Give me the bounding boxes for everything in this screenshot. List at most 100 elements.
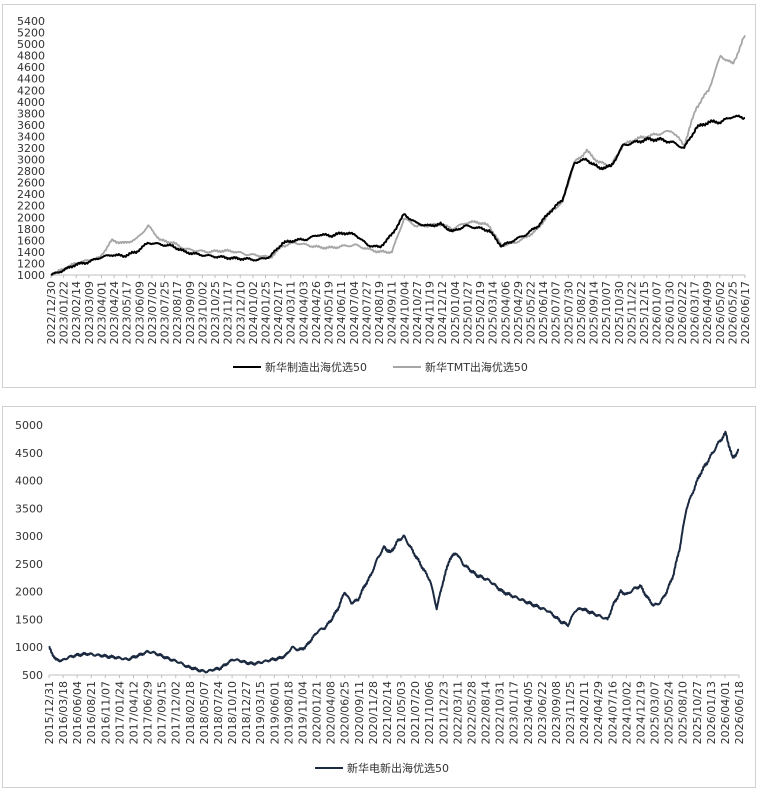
x-tick-label: 2023/02/14 [70, 281, 83, 344]
chart-panel-top: 1000 1200 1400 1600 1800 2000 2200 2400 2600 2800… [2, 4, 756, 388]
x-tick-label: 2025/04/29 [512, 281, 525, 344]
x-tick-label: 2020/04/08 [325, 681, 338, 744]
x-tick-label: 2024/05/19 [323, 281, 336, 344]
x-tick-label: 2017/01/24 [113, 681, 126, 744]
y-tick-label: 1600 [17, 234, 45, 247]
x-tick-label: 2024/08/19 [373, 281, 386, 344]
x-tick-label: 2016/11/07 [99, 681, 112, 744]
x-tick-label: 2025/04/06 [499, 281, 512, 344]
x-tick-label: 2026/05/02 [714, 281, 727, 344]
x-tick-label: 2023/03/09 [83, 281, 96, 344]
x-tick-label: 2024/12/19 [634, 681, 647, 744]
x-tick-label: 2018/12/27 [240, 681, 253, 744]
chart-top-svg: 1000120014001600180020002200240026002800… [17, 15, 752, 374]
x-tick-label: 2024/09/11 [386, 281, 399, 344]
y-tick-label: 5200 [17, 27, 45, 40]
x-tick-label: 2024/12/12 [436, 281, 449, 344]
x-tick-label: 2023/04/05 [522, 681, 535, 744]
x-tick-label: 2019/03/15 [254, 681, 267, 744]
x-tick-label: 2026/03/17 [689, 281, 702, 344]
y-tick-label: 1000 [17, 269, 45, 282]
x-tick-label: 2018/07/24 [212, 681, 225, 744]
x-tick-label: 2025/10/30 [613, 281, 626, 344]
x-tick-label: 2024/07/04 [348, 281, 361, 344]
x-tick-label: 2023/09/08 [550, 681, 563, 744]
x-tick-label: 2024/07/16 [606, 681, 619, 744]
x-tick-label: 2025/02/19 [474, 281, 487, 344]
x-tick-label: 2016/06/04 [71, 681, 84, 744]
x-tick-label: 2022/08/14 [480, 681, 493, 744]
y-tick-label: 4000 [17, 96, 45, 109]
x-tick-label: 2016/08/21 [85, 681, 98, 744]
x-tick-label: 2024/04/03 [297, 281, 310, 344]
y-tick-label: 500 [22, 669, 43, 682]
x-tick-label: 2017/06/29 [142, 681, 155, 744]
y-tick-label: 4800 [17, 50, 45, 63]
x-tick-label: 2023/09/09 [184, 281, 197, 344]
y-tick-label: 4500 [15, 447, 43, 460]
x-tick-label: 2021/07/20 [409, 681, 422, 744]
x-tick-label: 2024/10/27 [411, 281, 424, 344]
x-tick-label: 2025/07/30 [562, 281, 575, 344]
x-tick-label: 2023/04/01 [95, 281, 108, 344]
x-tick-label: 2020/06/25 [339, 681, 352, 744]
x-tick-label: 2022/10/31 [494, 681, 507, 744]
x-tick-label: 2025/10/27 [691, 681, 704, 744]
x-tick-label: 2025/03/14 [487, 281, 500, 344]
x-tick-label: 2025/06/14 [537, 281, 550, 344]
y-tick-label: 1400 [17, 246, 45, 259]
x-tick-label: 2024/10/04 [398, 281, 411, 344]
y-tick-label: 2000 [17, 211, 45, 224]
y-tick-label: 2000 [15, 586, 43, 599]
x-tick-label: 2026/04/01 [719, 681, 732, 744]
x-tick-label: 2021/10/06 [423, 681, 436, 744]
x-tick-label: 2023/06/22 [536, 681, 549, 744]
x-tick-label: 2023/05/17 [121, 281, 134, 344]
y-tick-label: 3000 [17, 154, 45, 167]
x-tick-label: 2026/06/17 [739, 281, 752, 344]
x-tick-label: 2023/11/17 [222, 281, 235, 344]
x-tick-label: 2019/08/18 [282, 681, 295, 744]
x-tick-label: 2022/12/30 [45, 281, 58, 344]
y-tick-label: 2500 [15, 558, 43, 571]
x-tick-label: 2025/01/04 [449, 281, 462, 344]
x-tick-label: 2023/04/24 [108, 281, 121, 344]
x-tick-label: 2017/12/02 [170, 681, 183, 744]
x-tick-label: 2023/10/25 [209, 281, 222, 344]
series-line-1 [48, 430, 740, 674]
x-tick-label: 2025/10/07 [600, 281, 613, 344]
x-tick-label: 2018/05/07 [198, 681, 211, 744]
x-tick-label: 2022/05/28 [465, 681, 478, 744]
legend-label-2: 新华TMT出海优选50 [425, 360, 528, 374]
y-tick-label: 3800 [17, 107, 45, 120]
x-tick-label: 2024/07/27 [360, 281, 373, 344]
y-tick-label: 3200 [17, 142, 45, 155]
x-tick-label: 2020/11/28 [367, 681, 380, 744]
y-tick-label: 3400 [17, 130, 45, 143]
x-tick-label: 2024/01/25 [260, 281, 273, 344]
x-tick-label: 2026/02/22 [676, 281, 689, 344]
x-tick-label: 2018/10/10 [226, 681, 239, 744]
y-tick-label: 4400 [17, 73, 45, 86]
x-tick-label: 2023/11/25 [564, 681, 577, 744]
legend-label-1: 新华电新出海优选50 [347, 761, 449, 775]
x-tick-label: 2024/04/29 [592, 681, 605, 744]
x-tick-label: 2017/09/15 [156, 681, 169, 744]
x-tick-label: 2023/07/02 [146, 281, 159, 344]
y-tick-label: 2200 [17, 200, 45, 213]
x-tick-label: 2021/12/23 [437, 681, 450, 744]
x-tick-label: 2016/03/18 [57, 681, 70, 744]
x-tick-label: 2023/12/10 [234, 281, 247, 344]
x-tick-label: 2026/01/13 [705, 681, 718, 744]
y-tick-label: 4000 [15, 475, 43, 488]
y-tick-label: 2800 [17, 165, 45, 178]
x-tick-label: 2023/01/17 [508, 681, 521, 744]
x-tick-label: 2024/02/17 [272, 281, 285, 344]
x-tick-label: 2026/01/30 [663, 281, 676, 344]
x-tick-label: 2023/06/09 [133, 281, 146, 344]
x-tick-label: 2023/08/17 [171, 281, 184, 344]
x-tick-label: 2024/03/11 [285, 281, 298, 344]
x-tick-label: 2022/03/11 [451, 681, 464, 744]
x-tick-label: 2025/08/10 [677, 681, 690, 744]
x-tick-label: 2025/12/15 [638, 281, 651, 344]
